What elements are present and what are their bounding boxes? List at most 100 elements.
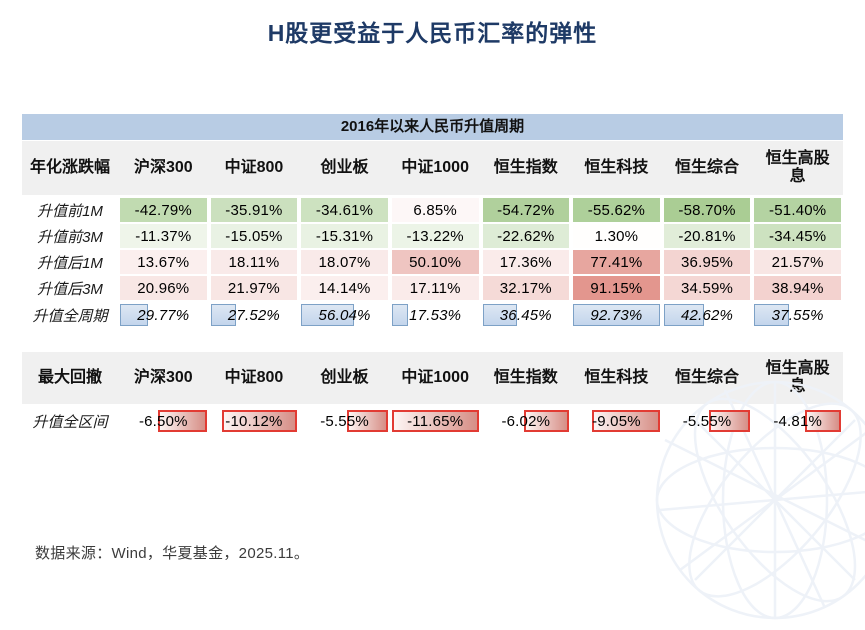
corner-label: 年化涨跌幅 [30,158,111,176]
value-cell: -54.72% [480,198,572,222]
blue-databar [573,304,660,326]
column-header: 恒生高股息 [765,149,830,185]
row-label: 升值前3M [22,224,118,248]
value-cell: 42.62% [661,302,753,328]
value-cell: -6.02% [480,407,572,435]
value-cell: -11.65% [389,407,481,435]
cell-value: 34.59% [681,279,734,297]
corner-label: 最大回撤 [37,368,102,386]
cell-value: 14.14% [318,279,371,297]
column-header: 恒生科技 [584,158,649,176]
table-banner: 2016年以来人民币升值周期 [22,114,843,141]
table-row: 升值全区间 -6.50% -10.12% -5.55% -11.65% -6.02% -9.… [22,407,843,435]
value-cell: -55.62% [571,198,662,222]
red-drawdown-bar [346,410,388,432]
value-cell: 21.97% [208,276,300,300]
value-cell: -5.55% [661,407,753,435]
column-header: 中证800 [224,158,284,176]
value-cell: 56.04% [299,302,390,328]
red-drawdown-bar [222,410,298,432]
value-cell: -42.79% [118,198,209,222]
slide: { "title": "H股更受益于人民币汇率的弹性", "footer": "… [22,20,865,620]
cell-value: 56.04% [318,306,371,324]
cell-value: -9.05% [592,412,641,430]
cell-value: 6.85% [413,201,457,219]
cell-value: -34.45% [769,227,827,245]
value-cell: 36.95% [661,250,753,274]
value-cell: -34.45% [752,224,843,248]
cell-value: -51.40% [769,201,827,219]
column-header: 恒生高股息 [765,359,830,395]
table-row: 升值全周期 29.77% 27.52% 56.04% 17.53% 36.45% 92.73… [22,302,843,328]
value-cell: 32.17% [480,276,572,300]
cell-value: 36.95% [681,253,734,271]
page-title: H股更受益于人民币汇率的弹性 [267,20,598,46]
red-drawdown-bar [391,410,479,432]
cell-value: 21.97% [227,279,280,297]
value-cell: 92.73% [571,302,662,328]
value-cell: -11.37% [118,224,209,248]
value-cell: 38.94% [752,276,843,300]
table-row: 升值前1M -42.79% -35.91% -34.61% 6.85% -54.72% -5… [22,198,843,222]
cell-value: 92.73% [590,306,643,324]
value-cell: 36.45% [480,302,572,328]
value-cell: 27.52% [208,302,300,328]
value-cell: 91.15% [571,276,662,300]
cell-value: 20.96% [137,279,190,297]
value-cell: -9.05% [571,407,662,435]
value-cell: 37.55% [752,302,843,328]
cell-value: -4.81% [773,412,823,430]
cell-value: 17.53% [409,306,462,324]
value-cell: -4.81% [752,407,843,435]
cell-value: -22.62% [497,227,555,245]
table-header-row: 最大回撤 沪深300 中证800 创业板 中证1000 恒生指数 恒生科技 恒生综合 恒生高股息 [22,352,843,404]
value-cell: -5.55% [299,407,390,435]
column-header: 沪深300 [133,368,193,386]
row-label: 升值全周期 [22,302,118,328]
value-cell: 34.59% [661,276,753,300]
cell-value: 1.30% [594,227,639,245]
cell-value: 91.15% [590,279,643,297]
cell-value: 77.41% [590,253,643,271]
column-header: 恒生指数 [493,368,558,386]
cell-value: -58.70% [678,201,736,219]
row-label: 升值后1M [22,250,118,274]
cell-value: -11.65% [407,412,464,430]
row-label: 升值全区间 [22,407,118,435]
column-header: 创业板 [320,368,369,386]
value-cell: 17.36% [480,250,572,274]
column-header: 恒生指数 [493,158,558,176]
cell-value: -6.50% [138,412,188,430]
data-source-note: 数据来源：Wind，华夏基金，2025.11。 [35,545,310,562]
blue-databar [391,304,409,326]
row-label: 升值后3M [22,276,118,300]
value-cell: -58.70% [661,198,753,222]
cell-value: 38.94% [771,279,824,297]
value-cell: 1.30% [571,224,662,248]
cell-value: -5.55% [320,412,369,430]
table-row: 升值后3M 20.96% 21.97% 14.14% 17.11% 32.17% 91.15… [22,276,843,300]
value-cell: 6.85% [389,198,481,222]
value-cell: -13.22% [389,224,481,248]
value-cell: -35.91% [208,198,300,222]
value-cell: -34.61% [299,198,390,222]
cell-value: -55.62% [587,201,646,219]
value-cell: -22.62% [480,224,572,248]
table-row: 升值前3M -11.37% -15.05% -15.31% -13.22% -22.62%… [22,224,843,248]
column-header: 中证800 [224,368,284,386]
value-cell: 21.57% [752,250,843,274]
cell-value: -15.31% [315,227,374,245]
value-cell: 18.11% [208,250,300,274]
red-drawdown-bar [158,410,207,432]
blue-databar [754,304,790,326]
cell-value: -13.22% [406,227,464,245]
column-header: 创业板 [320,158,369,176]
column-header: 恒生综合 [675,368,740,386]
cell-value: -6.02% [501,412,551,430]
blue-databar [301,304,354,326]
value-cell: 14.14% [299,276,390,300]
blue-databar [482,304,517,326]
column-header: 中证1000 [401,368,469,386]
cell-value: 37.55% [771,306,824,324]
cell-value: -5.55% [682,412,732,430]
